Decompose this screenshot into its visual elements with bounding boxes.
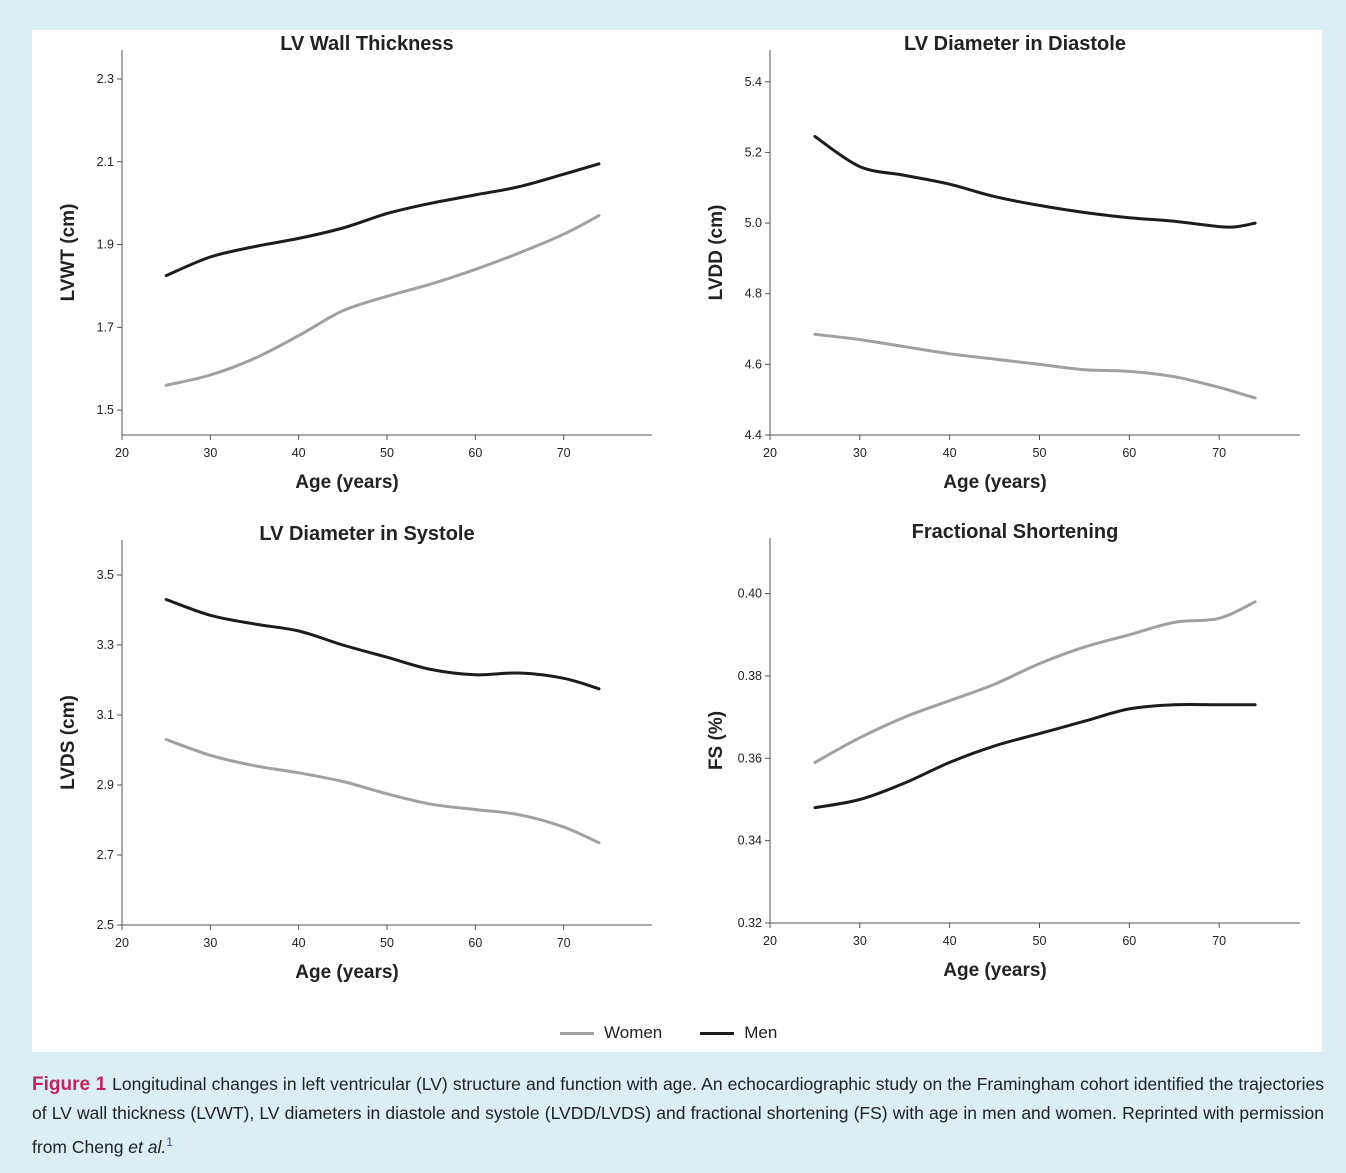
chart-lv-wall-thickness: LV Wall Thickness 1.5 1.7 1.9 2.1 2.3 20 30 40 50… bbox=[58, 33, 652, 493]
x-tick-label: 30 bbox=[203, 936, 217, 950]
x-tick-label: 60 bbox=[1122, 446, 1136, 460]
series-line-men bbox=[164, 598, 601, 691]
series-line-men bbox=[813, 702, 1257, 810]
figure-panel bbox=[32, 30, 1322, 1052]
y-axis-label: LVWT (cm) bbox=[58, 204, 79, 302]
chart-lv-diameter-systole: LV Diameter in Systole 2.5 2.7 2.9 3.1 3.3 3.5… bbox=[58, 523, 652, 983]
x-tick-label: 20 bbox=[115, 936, 129, 950]
y-tick-label: 3.1 bbox=[97, 708, 114, 722]
y-tick-label: 2.1 bbox=[97, 155, 114, 169]
x-axis-label: Age (years) bbox=[943, 472, 1047, 493]
caption-label: Figure 1 bbox=[32, 1074, 107, 1095]
series-line-women bbox=[813, 600, 1257, 764]
x-tick-label: 30 bbox=[853, 934, 867, 948]
legend: Women Men bbox=[560, 1018, 801, 1048]
x-axis-label: Age (years) bbox=[943, 960, 1047, 981]
series-line-women bbox=[813, 332, 1257, 400]
legend-item-women: Women bbox=[560, 1023, 662, 1043]
legend-item-men: Men bbox=[700, 1023, 777, 1043]
y-tick-label: 0.36 bbox=[738, 751, 762, 765]
x-tick-label: 30 bbox=[203, 446, 217, 460]
y-axis-label: FS (%) bbox=[706, 711, 727, 770]
y-tick-label: 0.32 bbox=[738, 916, 762, 930]
x-tick-label: 20 bbox=[115, 446, 129, 460]
y-tick-label: 1.7 bbox=[97, 320, 114, 334]
y-tick-label: 4.6 bbox=[745, 357, 762, 371]
series-line-men bbox=[164, 162, 601, 278]
x-tick-label: 60 bbox=[1122, 934, 1136, 948]
x-axis-label: Age (years) bbox=[295, 962, 399, 983]
x-tick-label: 30 bbox=[853, 446, 867, 460]
y-tick-label: 2.9 bbox=[97, 778, 114, 792]
legend-label-women: Women bbox=[604, 1023, 663, 1042]
y-tick-label: 4.8 bbox=[745, 287, 762, 301]
caption-reference: 1 bbox=[166, 1135, 173, 1149]
x-tick-label: 40 bbox=[943, 934, 957, 948]
y-tick-label: 2.3 bbox=[97, 72, 114, 86]
y-axis-label: LVDD (cm) bbox=[706, 205, 727, 301]
x-tick-label: 40 bbox=[943, 446, 957, 460]
y-tick-label: 2.5 bbox=[97, 918, 114, 932]
x-tick-label: 50 bbox=[1033, 446, 1047, 460]
x-tick-label: 20 bbox=[763, 934, 777, 948]
caption-text: Longitudinal changes in left ventricular… bbox=[32, 1074, 1324, 1157]
y-tick-label: 1.9 bbox=[97, 238, 114, 252]
chart-lv-diameter-diastole: LV Diameter in Diastole 4.4 4.6 4.8 5.0 5.2 5.… bbox=[706, 33, 1300, 493]
caption-italic: et al. bbox=[128, 1136, 167, 1157]
y-tick-label: 4.4 bbox=[745, 428, 762, 442]
chart-title: LV Diameter in Diastole bbox=[904, 33, 1126, 55]
legend-swatch-women bbox=[560, 1031, 594, 1035]
x-tick-label: 70 bbox=[557, 446, 571, 460]
x-tick-label: 40 bbox=[292, 936, 306, 950]
y-tick-label: 3.3 bbox=[97, 638, 114, 652]
y-tick-label: 5.0 bbox=[745, 216, 762, 230]
y-tick-label: 5.2 bbox=[745, 145, 762, 159]
x-tick-label: 50 bbox=[1033, 934, 1047, 948]
chart-title: Fractional Shortening bbox=[912, 521, 1119, 543]
series-line-women bbox=[164, 738, 601, 845]
x-tick-label: 20 bbox=[763, 446, 777, 460]
x-tick-label: 70 bbox=[1212, 934, 1226, 948]
y-tick-label: 0.34 bbox=[738, 834, 762, 848]
series-line-men bbox=[813, 135, 1257, 229]
x-tick-label: 70 bbox=[557, 936, 571, 950]
chart-title: LV Wall Thickness bbox=[280, 33, 453, 55]
x-tick-label: 50 bbox=[380, 446, 394, 460]
x-tick-label: 50 bbox=[380, 936, 394, 950]
legend-label-men: Men bbox=[744, 1023, 778, 1042]
y-axis-label: LVDS (cm) bbox=[58, 695, 79, 790]
x-axis-label: Age (years) bbox=[295, 472, 399, 493]
chart-fractional-shortening: Fractional Shortening 0.32 0.34 0.36 0.38 0.4… bbox=[706, 521, 1300, 981]
x-tick-label: 60 bbox=[468, 936, 482, 950]
y-tick-label: 0.40 bbox=[738, 587, 762, 601]
legend-swatch-men bbox=[700, 1031, 735, 1035]
figure-caption: Figure 1 Longitudinal changes in left ven… bbox=[32, 1070, 1324, 1162]
y-tick-label: 5.4 bbox=[745, 75, 762, 89]
y-tick-label: 1.5 bbox=[97, 403, 114, 417]
y-tick-label: 2.7 bbox=[97, 848, 114, 862]
y-tick-label: 3.5 bbox=[97, 568, 114, 582]
y-tick-label: 0.38 bbox=[738, 669, 762, 683]
chart-title: LV Diameter in Systole bbox=[259, 523, 474, 545]
x-tick-label: 70 bbox=[1212, 446, 1226, 460]
series-line-women bbox=[164, 214, 601, 387]
x-tick-label: 40 bbox=[292, 446, 306, 460]
x-tick-label: 60 bbox=[468, 446, 482, 460]
